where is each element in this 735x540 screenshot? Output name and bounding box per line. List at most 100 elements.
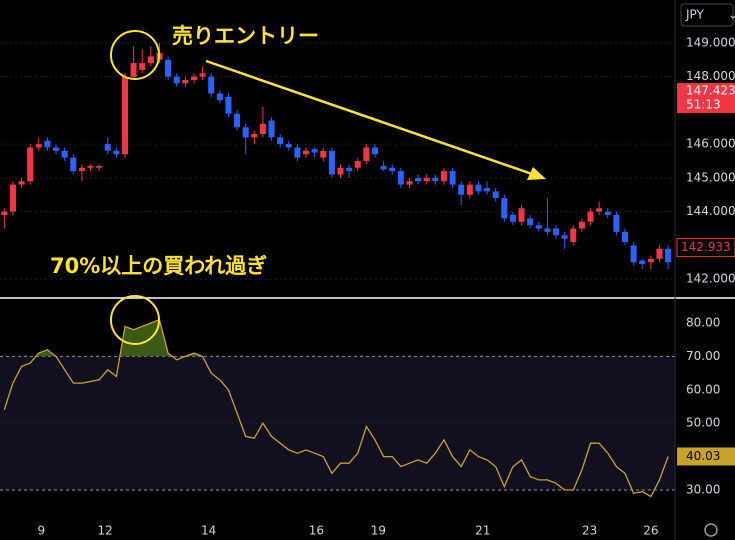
candle-body bbox=[630, 245, 637, 263]
candle-body bbox=[389, 167, 396, 172]
candle-body bbox=[44, 140, 51, 148]
candle-body bbox=[587, 211, 594, 222]
candle-body bbox=[165, 59, 172, 77]
candle-body bbox=[656, 248, 663, 259]
candle-body bbox=[458, 184, 465, 195]
candle-body bbox=[78, 167, 85, 172]
candle-body bbox=[147, 56, 154, 64]
candle-body bbox=[354, 160, 361, 168]
y-tick-label: 30.00 bbox=[686, 482, 720, 496]
candle-body bbox=[139, 63, 146, 70]
candle-body bbox=[553, 228, 560, 236]
candle-body bbox=[303, 150, 310, 155]
currency: JPY bbox=[685, 8, 705, 22]
candle-body bbox=[561, 235, 568, 239]
candle-body bbox=[294, 147, 301, 158]
x-tick-label: 23 bbox=[582, 524, 597, 538]
candle-body bbox=[1, 211, 8, 215]
arrow-head bbox=[527, 167, 546, 180]
annotation: 売りエントリー bbox=[172, 24, 319, 48]
candle-body bbox=[87, 166, 94, 168]
candle-body bbox=[96, 166, 103, 168]
candle-body bbox=[173, 76, 180, 84]
candle-body bbox=[527, 218, 534, 226]
y-tick-label: 148.000 bbox=[686, 69, 735, 83]
arrow-line bbox=[205, 59, 533, 176]
overbought-fill bbox=[4, 319, 669, 357]
candle-body bbox=[216, 93, 223, 101]
candle-body bbox=[647, 258, 654, 263]
candle-body bbox=[9, 184, 16, 212]
highlight-circle bbox=[110, 295, 160, 345]
y-tick-label: 142.000 bbox=[686, 272, 735, 286]
candle-body bbox=[104, 144, 111, 151]
candle-body bbox=[53, 147, 60, 151]
rsi-line bbox=[3, 318, 669, 498]
countdown: 51:13 bbox=[686, 98, 721, 112]
last-value-label: 40.03 bbox=[686, 449, 720, 463]
candle-body bbox=[475, 184, 482, 192]
y-tick-label: 80.00 bbox=[686, 316, 720, 330]
candle-body bbox=[259, 123, 266, 134]
last-price-label: 142.933 bbox=[681, 240, 731, 254]
candle-body bbox=[613, 214, 620, 232]
candle-body bbox=[621, 231, 629, 242]
y-tick-label: 149.000 bbox=[686, 35, 735, 49]
x-tick-label: 9 bbox=[38, 524, 46, 538]
y-tick-label: 144.000 bbox=[686, 204, 735, 218]
x-tick-label: 16 bbox=[309, 524, 324, 538]
currency-box[interactable] bbox=[680, 3, 734, 27]
last-value-box bbox=[677, 447, 735, 466]
candle-body bbox=[346, 167, 353, 172]
price-marker bbox=[677, 83, 735, 114]
y-tick-label: 70.00 bbox=[686, 349, 720, 363]
candle-body bbox=[363, 147, 370, 161]
y-tick-label: 146.000 bbox=[686, 137, 735, 151]
candle-body bbox=[371, 147, 379, 155]
candle-body bbox=[113, 150, 120, 155]
y-tick-label: 145.000 bbox=[686, 170, 735, 184]
y-tick-label: 60.00 bbox=[686, 382, 720, 396]
settings-icon[interactable] bbox=[704, 523, 718, 537]
price-marker-label: 147.423 bbox=[686, 84, 735, 98]
x-tick-label: 21 bbox=[475, 524, 490, 538]
candle-body bbox=[509, 214, 516, 222]
x-tick-label: 14 bbox=[201, 524, 216, 538]
candle-body bbox=[35, 144, 42, 148]
candle-body bbox=[61, 150, 68, 158]
candle-body bbox=[234, 113, 241, 128]
candle-body bbox=[285, 144, 292, 148]
candle-body bbox=[639, 260, 646, 264]
candle-body bbox=[604, 211, 611, 215]
candle-body bbox=[70, 157, 77, 172]
x-tick-label: 19 bbox=[371, 524, 386, 538]
candle-body bbox=[423, 177, 430, 182]
candle-body bbox=[121, 76, 129, 155]
candle-body bbox=[535, 225, 542, 229]
candle-body bbox=[27, 147, 34, 182]
candle-body bbox=[320, 150, 327, 158]
y-tick-label: 50.00 bbox=[686, 416, 720, 430]
candle-body bbox=[570, 228, 577, 242]
candle-body bbox=[18, 181, 25, 185]
candle-body bbox=[225, 96, 232, 114]
candle-body bbox=[182, 79, 189, 84]
candle-body bbox=[596, 208, 603, 212]
candle-body bbox=[484, 187, 491, 192]
candle-body bbox=[328, 150, 335, 175]
candle-body bbox=[466, 184, 473, 195]
candle-body bbox=[277, 137, 284, 145]
candle-body bbox=[415, 177, 422, 182]
candle-body bbox=[190, 76, 197, 80]
candle-body bbox=[268, 120, 275, 138]
candle-body bbox=[251, 133, 258, 138]
highlight-circle bbox=[110, 30, 160, 80]
x-tick-label: 12 bbox=[98, 524, 113, 538]
annotation: 70%以上の買われ過ぎ bbox=[50, 254, 267, 278]
candle-body bbox=[397, 171, 404, 185]
plot-layer bbox=[0, 42, 675, 498]
candle-body bbox=[199, 73, 206, 77]
candle-body bbox=[501, 198, 508, 219]
candle-body bbox=[242, 127, 249, 138]
